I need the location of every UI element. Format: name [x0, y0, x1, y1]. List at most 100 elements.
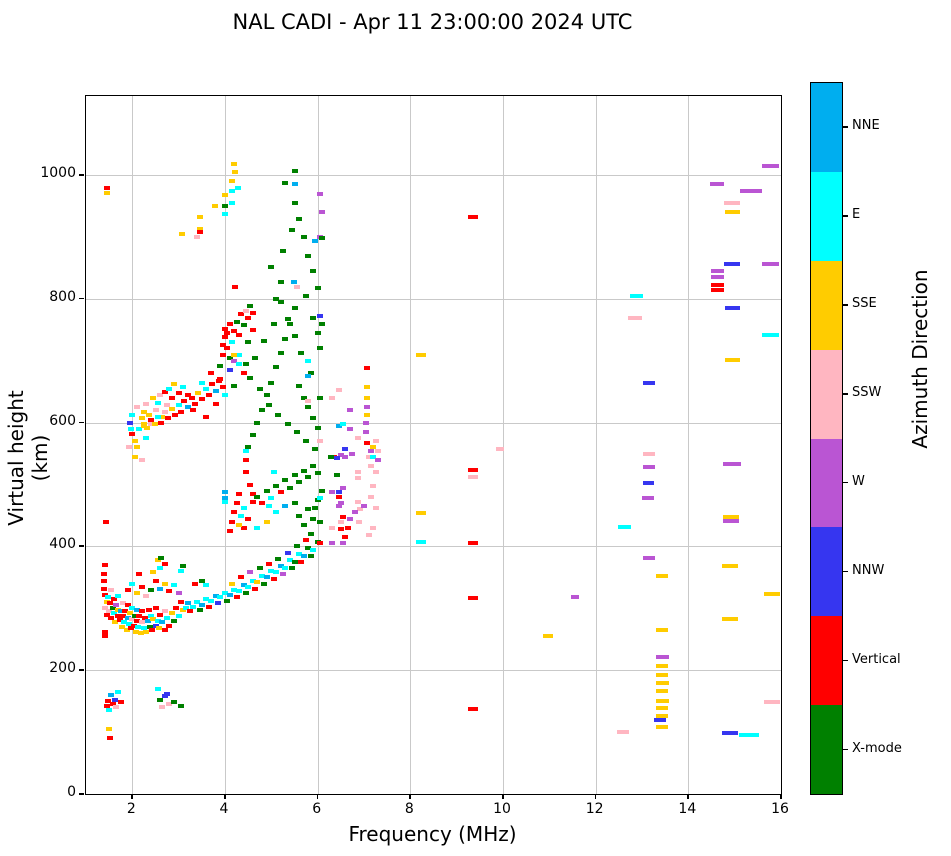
scatter-point-x — [242, 590, 249, 595]
scatter-point-x — [272, 296, 279, 301]
scatter-point-x — [282, 477, 289, 482]
scatter-point-sse — [138, 415, 145, 420]
x-tick-label: 10 — [493, 801, 511, 817]
scatter-point-sse — [156, 626, 163, 631]
scatter-point-v — [102, 563, 109, 568]
scatter-point-x — [261, 339, 268, 344]
scatter-point-v — [105, 699, 112, 704]
scatter-point-sse — [137, 631, 144, 636]
scatter-point-x — [180, 564, 187, 569]
scatter-point-sse — [722, 616, 739, 621]
scatter-point-v — [166, 623, 173, 628]
scatter-point-ssw — [293, 284, 300, 289]
scatter-point-x — [277, 351, 284, 356]
colorbar-segment-nnw — [811, 527, 842, 617]
scatter-point-w — [335, 504, 342, 509]
scatter-point-v — [228, 519, 235, 524]
scatter-point-x — [254, 420, 261, 425]
colorbar-tick — [843, 126, 848, 128]
scatter-point-v — [233, 595, 240, 600]
scatter-point-x — [272, 365, 279, 370]
scatter-point-v — [187, 609, 194, 614]
scatter-point-sse — [415, 352, 426, 357]
scatter-point-nne — [282, 504, 289, 509]
x-tick-label: 16 — [771, 801, 789, 817]
scatter-point-x — [314, 425, 321, 430]
colorbar-label-w: W — [852, 473, 865, 489]
scatter-point-w — [710, 275, 724, 280]
x-tick — [502, 794, 504, 799]
scatter-point-x — [316, 346, 323, 351]
scatter-point-x — [300, 235, 307, 240]
scatter-point-v — [249, 491, 256, 496]
scatter-point-ssw — [365, 533, 372, 538]
scatter-point-v — [103, 704, 110, 709]
scatter-point-v — [100, 571, 107, 576]
y-tick-label: 800 — [49, 288, 76, 305]
scatter-point-nne — [263, 575, 270, 580]
scatter-point-ssw — [365, 454, 372, 459]
scatter-point-sse — [655, 689, 668, 694]
scatter-point-sse — [150, 616, 157, 621]
x-gridline — [132, 96, 134, 794]
scatter-point-sse — [655, 574, 668, 579]
scatter-point-nne — [305, 374, 312, 379]
scatter-point-w — [656, 655, 670, 660]
scatter-point-v — [231, 329, 238, 334]
scatter-point-x — [277, 279, 284, 284]
scatter-point-x — [291, 559, 298, 564]
y-gridline — [86, 670, 781, 672]
scatter-point-sse — [195, 391, 202, 396]
y-gridline — [86, 175, 781, 177]
scatter-point-v — [120, 613, 127, 618]
scatter-point-sse — [143, 629, 150, 634]
scatter-point-w — [363, 430, 370, 434]
scatter-point-x — [298, 351, 305, 356]
scatter-point-v — [238, 575, 245, 580]
scatter-point-e — [282, 565, 289, 570]
scatter-point-x — [171, 618, 178, 623]
scatter-point-x — [300, 468, 307, 473]
scatter-point-x — [296, 383, 303, 388]
scatter-point-v — [298, 559, 305, 564]
scatter-point-x — [291, 306, 298, 311]
scatter-point-nnw — [127, 420, 134, 425]
scatter-point-x — [263, 392, 270, 397]
scatter-point-v — [198, 397, 205, 402]
scatter-point-x — [242, 361, 249, 366]
scatter-point-x — [259, 408, 266, 413]
scatter-point-e — [154, 400, 161, 405]
scatter-point-x — [286, 321, 293, 326]
scatter-point-ssw — [355, 470, 362, 475]
scatter-point-x — [310, 516, 317, 521]
scatter-point-e — [415, 539, 426, 544]
scatter-point-sse — [415, 511, 426, 516]
y-gridline — [86, 546, 781, 548]
scatter-point-ssw — [355, 476, 362, 481]
scatter-point-v — [157, 612, 164, 617]
scatter-point-v — [101, 592, 108, 597]
x-gridline — [781, 96, 782, 794]
scatter-point-w — [319, 210, 326, 215]
scatter-point-sse — [655, 663, 668, 668]
scatter-point-e — [235, 352, 242, 357]
scatter-point-e — [296, 551, 303, 556]
scatter-point-nne — [133, 607, 140, 612]
scatter-point-nnw — [653, 717, 666, 722]
scatter-point-e — [175, 403, 182, 408]
scatter-point-w — [347, 426, 354, 431]
colorbar-tick — [843, 304, 848, 306]
scatter-point-v — [224, 346, 231, 351]
scatter-point-ssw — [147, 421, 154, 426]
scatter-point-ssw — [138, 457, 145, 462]
scatter-point-nne — [277, 564, 284, 569]
scatter-point-ssw — [157, 392, 164, 397]
scatter-point-ssw — [164, 403, 171, 408]
scatter-point-sse — [724, 357, 740, 362]
scatter-point-v — [158, 420, 165, 425]
colorbar-segment-e — [811, 171, 842, 261]
scatter-point-x — [171, 700, 178, 705]
scatter-point-ssw — [642, 451, 655, 456]
scatter-point-v — [245, 315, 252, 320]
colorbar-label-e: E — [852, 207, 861, 223]
